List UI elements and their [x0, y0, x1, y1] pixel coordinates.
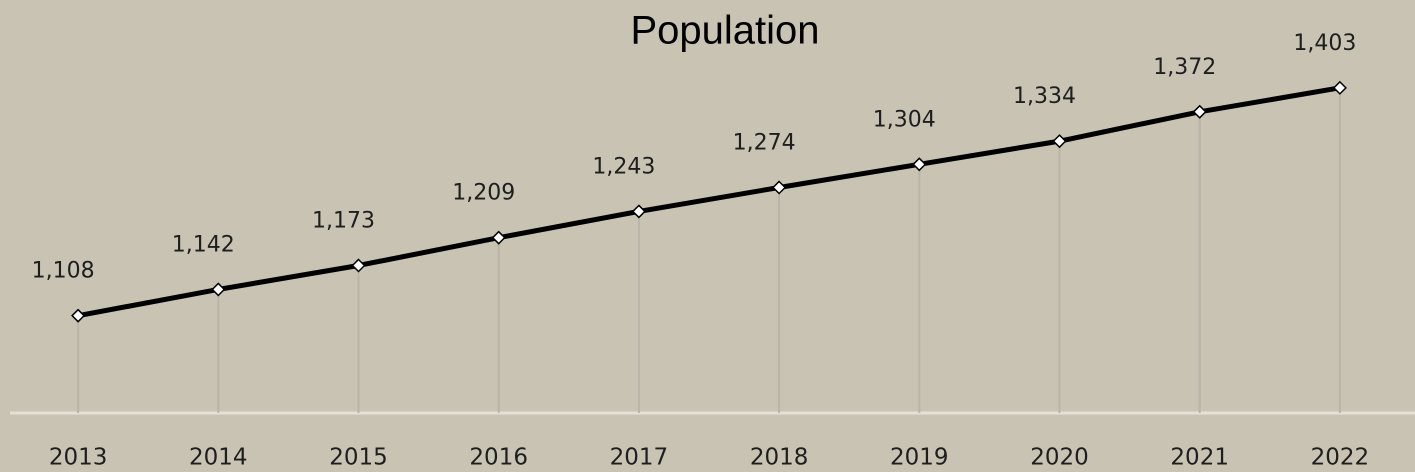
x-tick-label: 2022	[1311, 445, 1370, 471]
marker	[772, 180, 787, 195]
x-tick-label: 2017	[610, 445, 669, 471]
x-tick-label: 2016	[469, 445, 528, 471]
marker	[1192, 104, 1207, 119]
value-label: 1,243	[592, 154, 655, 179]
marker	[351, 258, 366, 273]
value-label: 1,274	[733, 130, 796, 155]
x-tick-label: 2020	[1030, 445, 1089, 471]
x-tick-label: 2015	[329, 445, 388, 471]
marker	[491, 230, 506, 245]
x-tick-label: 2021	[1170, 445, 1229, 471]
chart-title: Population	[630, 9, 819, 53]
value-label: 1,209	[452, 181, 515, 206]
value-label: 1,334	[1013, 84, 1076, 109]
x-tick-label: 2019	[890, 445, 949, 471]
x-tick-label: 2013	[49, 445, 108, 471]
marker	[71, 308, 86, 323]
marker	[1052, 134, 1067, 149]
marker	[211, 282, 226, 297]
x-tick-label: 2014	[189, 445, 248, 471]
line	[77, 85, 1341, 319]
x-tick-label: 2018	[750, 445, 809, 471]
value-label: 1,372	[1153, 55, 1216, 80]
value-label: 1,173	[312, 208, 375, 233]
value-label: 1,108	[32, 259, 95, 284]
marker	[1332, 80, 1347, 95]
marker	[912, 157, 927, 172]
value-label: 1,304	[873, 107, 936, 132]
value-label: 1,142	[172, 232, 235, 257]
value-label: 1,403	[1293, 31, 1356, 56]
marker	[631, 204, 646, 219]
